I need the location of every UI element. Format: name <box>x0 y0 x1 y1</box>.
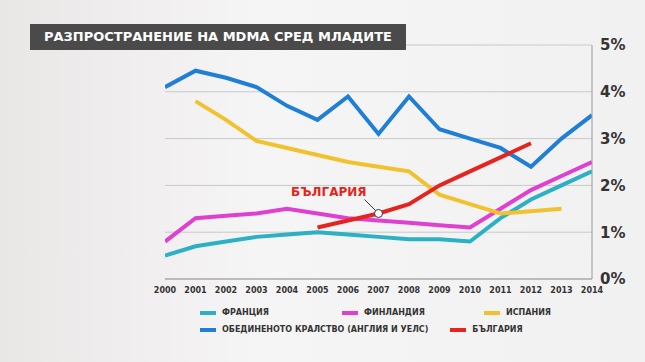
svg-text:2007: 2007 <box>367 286 389 295</box>
html-text:ОБЕДИНЕНОТО КРАЛСТВО (АНГЛИЯ И: ОБЕДИНЕНОТО КРАЛСТВО (АНГЛИЯ И УЕЛС) <box>222 325 429 334</box>
html-text:РАЗПРОСТРАНЕНИЕ НА MDMA СРЕД М: РАЗПРОСТРАНЕНИЕ НА MDMA СРЕД МЛАДИТЕ <box>44 29 392 44</box>
html-text:БЪЛГАРИЯ: БЪЛГАРИЯ <box>472 325 523 334</box>
html-text:ИСПАНИЯ: ИСПАНИЯ <box>506 308 551 317</box>
svg-text:2003: 2003 <box>245 286 267 295</box>
svg-text:3%: 3% <box>600 130 625 148</box>
svg-text:2002: 2002 <box>215 286 237 295</box>
svg-text:4%: 4% <box>600 83 625 101</box>
svg-text:2%: 2% <box>600 177 625 195</box>
svg-text:БЪЛГАРИЯ: БЪЛГАРИЯ <box>291 185 366 199</box>
svg-text:2012: 2012 <box>520 286 542 295</box>
svg-text:2000: 2000 <box>154 286 177 295</box>
html-text:ФРАНЦИЯ: ФРАНЦИЯ <box>222 308 269 317</box>
svg-text:2005: 2005 <box>306 286 329 295</box>
svg-text:2010: 2010 <box>459 286 482 295</box>
svg-text:5%: 5% <box>600 36 625 54</box>
svg-text:2014: 2014 <box>580 285 604 295</box>
html-text:ФИНЛАНДИЯ: ФИНЛАНДИЯ <box>364 308 425 317</box>
svg-text:2011: 2011 <box>489 286 512 295</box>
svg-text:0%: 0% <box>600 270 625 288</box>
svg-text:2008: 2008 <box>398 286 421 295</box>
svg-text:1%: 1% <box>600 224 625 242</box>
svg-text:2006: 2006 <box>337 286 360 295</box>
svg-text:2009: 2009 <box>428 286 451 295</box>
svg-text:2013: 2013 <box>550 286 572 295</box>
svg-text:2004: 2004 <box>276 286 299 295</box>
svg-text:2001: 2001 <box>184 286 207 295</box>
